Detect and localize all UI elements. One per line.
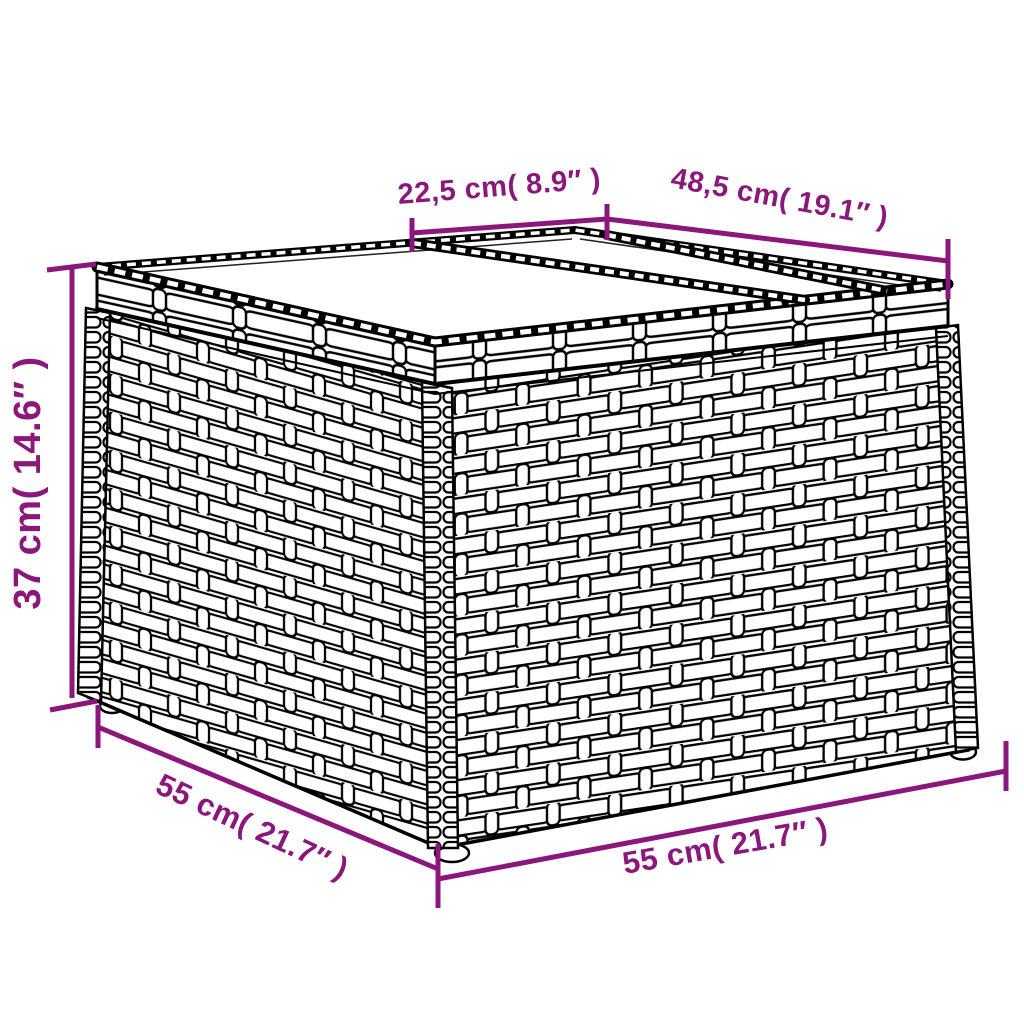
dim-depth [95, 705, 439, 872]
dim-label-height: 37 cm( 14.6″ ) [7, 356, 49, 609]
rim-seam-2 [96, 317, 949, 396]
rattan-table-drawing [76, 225, 980, 864]
right-corner-post [934, 323, 980, 754]
dim-top-left [409, 204, 610, 252]
dim-top-right-line [606, 216, 949, 264]
dim-height-tick-bottom [49, 698, 98, 713]
glass-divider-braids [407, 230, 892, 305]
dimension-annotations [46, 204, 1009, 908]
dim-width-line [437, 768, 1007, 882]
dim-height-tick-top [46, 261, 97, 273]
dim-height [46, 261, 98, 713]
dim-top-right [606, 216, 951, 299]
rim-seam [96, 307, 949, 387]
dim-top-left-line [411, 216, 608, 236]
front-corner-post [420, 380, 460, 850]
top-edge-braids [91, 225, 954, 348]
dim-depth-line [97, 724, 439, 872]
dim-width [435, 741, 1009, 908]
